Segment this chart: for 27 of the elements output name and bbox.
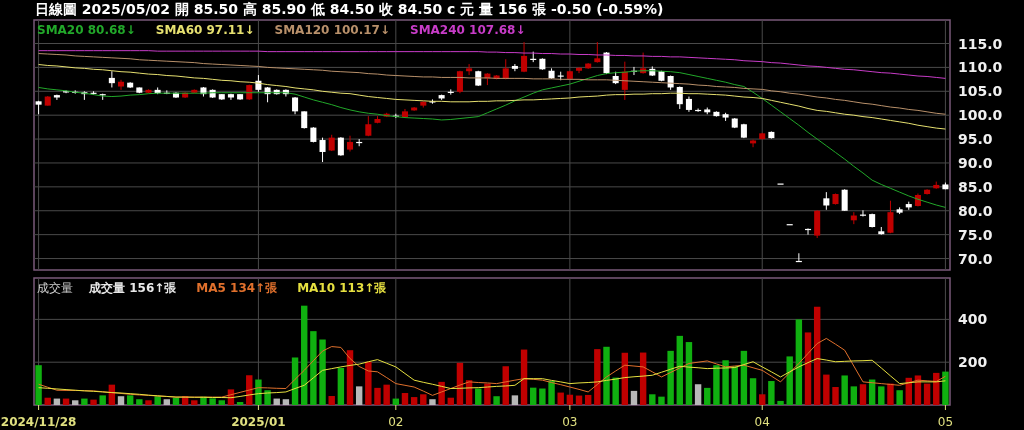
- y-tick-label: 110.0: [958, 59, 1003, 76]
- x-tick-label: 03: [562, 415, 578, 429]
- y-tick-label: 115.0: [958, 35, 1003, 52]
- x-tick-label: 05: [937, 415, 954, 429]
- text: SMA60 97.11↓: [155, 23, 255, 37]
- text: SMA120 100.17↓: [274, 23, 390, 37]
- y-tick-label: 105.0: [958, 83, 1003, 100]
- y-tick-label: 90.0: [958, 154, 993, 171]
- y-tick-label: 70.0: [958, 250, 993, 267]
- text: SMA20 80.68↓: [37, 23, 136, 37]
- y-tick-label: 95.0: [958, 131, 993, 148]
- text: MA10 113↑張: [297, 281, 388, 295]
- x-tick-label: 02: [388, 415, 404, 429]
- chart-title: 成交量: [37, 281, 73, 295]
- y-tick-label: 75.0: [958, 226, 993, 243]
- chart-title: 日線圖 2025/05/02 開 85.50 高 85.90 低 84.50 收 84.50 c 元 量 156 張 -0.50 (-0.59%): [35, 1, 664, 17]
- y-tick-label: 100.0: [958, 107, 1003, 124]
- x-tick-label: 2024/11/28: [0, 415, 77, 429]
- y-tick-label: 80.0: [958, 202, 993, 219]
- x-tick-label: 04: [754, 415, 770, 429]
- y-tick-label: 85.0: [958, 178, 993, 195]
- x-tick-label: 2025/01: [231, 415, 286, 429]
- series-label: SMA240 107.68↓: [410, 23, 526, 37]
- text: MA5 134↑張: [196, 281, 279, 295]
- y-tick-label: 200: [958, 354, 988, 371]
- annotation: 成交量 156↑張: [88, 281, 178, 295]
- y-tick-label: 400: [958, 311, 988, 328]
